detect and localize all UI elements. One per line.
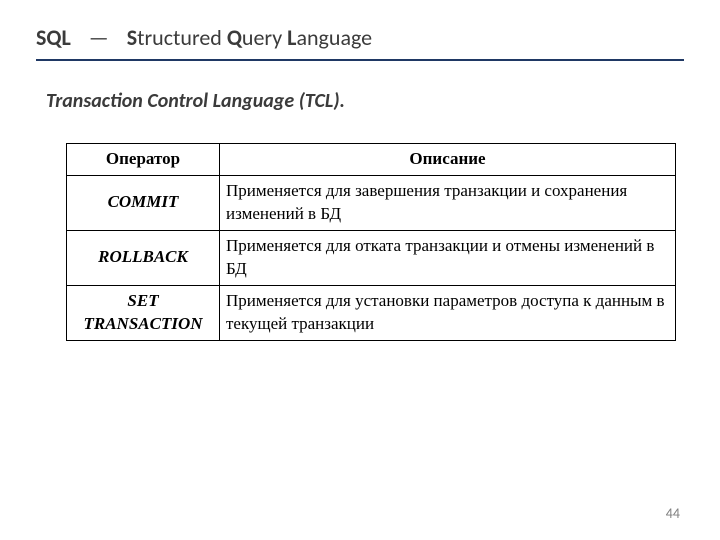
cell-description: Применяется для установки параметров дос…: [220, 285, 676, 340]
title-rule: [36, 59, 684, 61]
cell-operator: COMMIT: [67, 175, 220, 230]
table-row: COMMIT Применяется для завершения транза…: [67, 175, 676, 230]
cell-operator: SET TRANSACTION: [67, 285, 220, 340]
col-header-operator: Оператор: [67, 144, 220, 176]
slide: SQL — Structured Query Language Transact…: [0, 0, 720, 540]
table-row: ROLLBACK Применяется для отката транзакц…: [67, 230, 676, 285]
subtitle: Transaction Control Language (TCL).: [46, 89, 684, 113]
title-sql: SQL: [36, 24, 71, 51]
table-row: SET TRANSACTION Применяется для установк…: [67, 285, 676, 340]
page-number: 44: [666, 505, 680, 522]
tcl-table: Оператор Описание COMMIT Применяется для…: [66, 143, 676, 341]
slide-title: SQL — Structured Query Language: [36, 24, 684, 51]
col-header-description: Описание: [220, 144, 676, 176]
table-header-row: Оператор Описание: [67, 144, 676, 176]
cell-description: Применяется для завершения транзакции и …: [220, 175, 676, 230]
cell-operator: ROLLBACK: [67, 230, 220, 285]
title-dash: —: [89, 24, 109, 51]
cell-description: Применяется для отката транзакции и отме…: [220, 230, 676, 285]
title-expansion: Structured Query Language: [127, 24, 372, 51]
